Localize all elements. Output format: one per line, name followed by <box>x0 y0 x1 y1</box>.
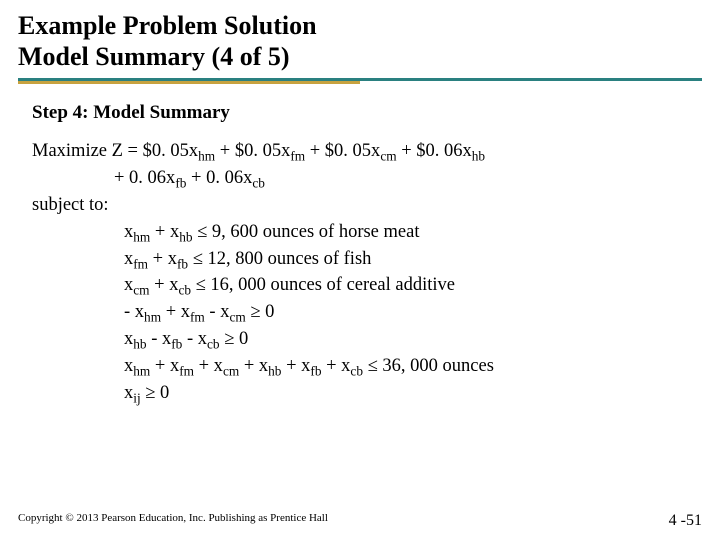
c-sub: fm <box>179 364 194 379</box>
page-number: 4 -51 <box>669 512 702 530</box>
obj-sub: cm <box>380 149 396 164</box>
c-sub: hm <box>144 310 161 325</box>
c-text: - x <box>147 329 172 349</box>
obj-sub: hb <box>472 149 485 164</box>
constraint-3: xcm + xcb ≤ 16, 000 ounces of cereal add… <box>32 272 702 299</box>
title-line-1: Example Problem Solution <box>18 10 702 41</box>
c-text: ≤ 12, 800 ounces of fish <box>188 249 371 269</box>
c-text: - x <box>124 302 144 322</box>
obj-text: + $0. 05x <box>305 141 380 161</box>
title-line-2: Model Summary (4 of 5) <box>18 41 702 72</box>
c-sub: fb <box>171 337 182 352</box>
c-text: + x <box>321 356 350 376</box>
c-text: ≤ 36, 000 ounces <box>363 356 494 376</box>
model-content: Maximize Z = $0. 05xhm + $0. 05xfm + $0.… <box>32 138 702 406</box>
c-text: + x <box>148 249 177 269</box>
constraint-5: xhb - xfb - xcb ≥ 0 <box>32 326 702 353</box>
c-text: x <box>124 249 133 269</box>
copyright-text: Copyright © 2013 Pearson Education, Inc.… <box>18 512 328 530</box>
c-text: x <box>124 275 133 295</box>
rule-gold <box>18 81 360 84</box>
c-text: x <box>124 383 133 403</box>
c-text: ≤ 9, 600 ounces of horse meat <box>193 222 420 242</box>
title-rule <box>18 78 702 84</box>
c-text: x <box>124 329 133 349</box>
obj-text: + $0. 06x <box>397 141 472 161</box>
slide-title: Example Problem Solution Model Summary (… <box>18 10 702 72</box>
objective-line-2: + 0. 06xfb + 0. 06xcb <box>32 165 702 192</box>
footer: Copyright © 2013 Pearson Education, Inc.… <box>18 512 702 530</box>
c-text: + x <box>150 356 179 376</box>
c-text: + x <box>239 356 268 376</box>
c-text: + x <box>161 302 190 322</box>
step-heading: Step 4: Model Summary <box>32 102 702 124</box>
constraint-2: xfm + xfb ≤ 12, 800 ounces of fish <box>32 246 702 273</box>
constraint-7: xij ≥ 0 <box>32 380 702 407</box>
c-sub: cm <box>223 364 239 379</box>
c-sub: cb <box>178 283 191 298</box>
obj-sub: cb <box>252 176 265 191</box>
c-text: x <box>124 222 133 242</box>
constraint-1: xhm + xhb ≤ 9, 600 ounces of horse meat <box>32 219 702 246</box>
c-text: ≥ 0 <box>220 329 249 349</box>
obj-sub: fb <box>175 176 186 191</box>
c-text: + x <box>281 356 310 376</box>
c-text: - x <box>182 329 207 349</box>
c-sub: hb <box>133 337 146 352</box>
c-sub: ij <box>133 390 140 405</box>
obj-sub: fm <box>290 149 305 164</box>
c-sub: hb <box>268 364 281 379</box>
c-sub: cm <box>133 283 149 298</box>
c-text: ≤ 16, 000 ounces of cereal additive <box>191 275 455 295</box>
c-sub: fb <box>310 364 321 379</box>
obj-text: + $0. 05x <box>215 141 290 161</box>
objective-line-1: Maximize Z = $0. 05xhm + $0. 05xfm + $0.… <box>32 138 702 165</box>
c-sub: fb <box>177 256 188 271</box>
c-sub: cb <box>207 337 220 352</box>
constraint-6: xhm + xfm + xcm + xhb + xfb + xcb ≤ 36, … <box>32 353 702 380</box>
c-text: + x <box>150 222 179 242</box>
c-text: ≥ 0 <box>246 302 275 322</box>
constraint-4: - xhm + xfm - xcm ≥ 0 <box>32 299 702 326</box>
c-sub: cm <box>229 310 245 325</box>
c-sub: fm <box>133 256 148 271</box>
subject-to: subject to: <box>32 192 702 219</box>
c-text: + x <box>150 275 179 295</box>
c-text: x <box>124 356 133 376</box>
c-sub: hm <box>133 230 150 245</box>
obj-text: + 0. 06x <box>114 168 175 188</box>
c-text: + x <box>194 356 223 376</box>
slide: Example Problem Solution Model Summary (… <box>0 0 720 540</box>
c-text: - x <box>205 302 230 322</box>
c-sub: hb <box>179 230 192 245</box>
c-sub: hm <box>133 364 150 379</box>
obj-text: + 0. 06x <box>186 168 252 188</box>
c-text: ≥ 0 <box>141 383 170 403</box>
c-sub: cb <box>350 364 363 379</box>
obj-text: Maximize Z = $0. 05x <box>32 141 198 161</box>
c-sub: fm <box>190 310 205 325</box>
obj-sub: hm <box>198 149 215 164</box>
